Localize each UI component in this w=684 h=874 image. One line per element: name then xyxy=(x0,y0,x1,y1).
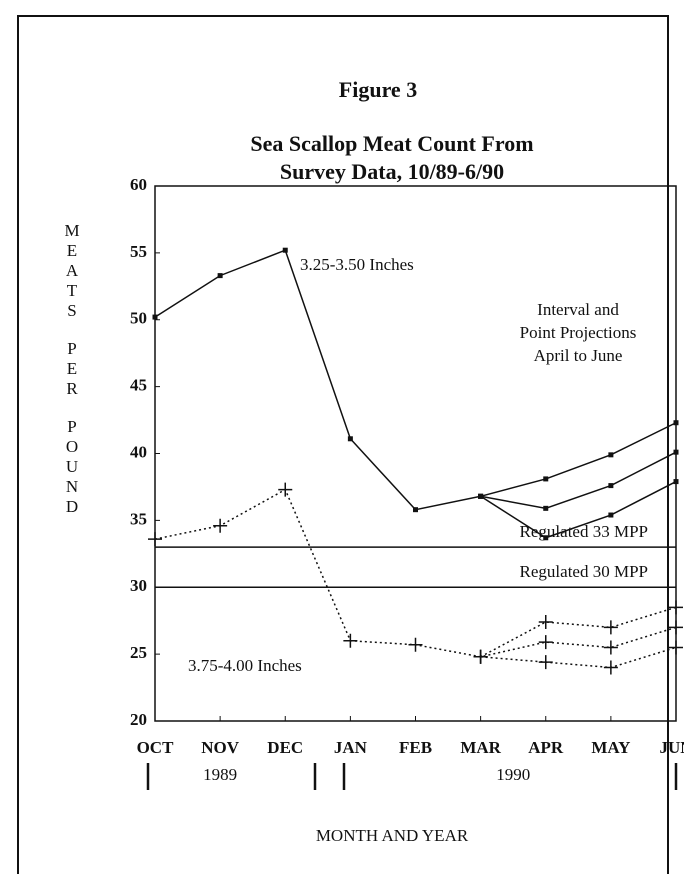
point xyxy=(282,247,288,253)
y-tick-label: 35 xyxy=(130,509,147,528)
point xyxy=(603,660,618,675)
point xyxy=(673,420,679,426)
y-tick-label: 45 xyxy=(130,376,147,395)
point xyxy=(343,633,358,648)
point xyxy=(669,620,683,635)
y-tick-label: 50 xyxy=(130,309,147,328)
point xyxy=(673,479,679,485)
figure-border xyxy=(17,15,669,874)
point xyxy=(608,452,614,458)
point xyxy=(538,615,553,630)
point xyxy=(347,436,353,442)
year-label: 1990 xyxy=(496,765,530,784)
point xyxy=(473,649,488,664)
point xyxy=(669,640,683,655)
point xyxy=(603,640,618,655)
annotation: April to June xyxy=(534,346,623,365)
x-tick-label: DEC xyxy=(267,738,303,757)
point xyxy=(603,620,618,635)
chart-title: Sea Scallop Meat Count From xyxy=(250,131,533,156)
series-label: 3.25-3.50 Inches xyxy=(300,255,414,274)
y-tick-label: 55 xyxy=(130,242,147,261)
x-tick-label: OCT xyxy=(137,738,175,757)
y-tick-label: 60 xyxy=(130,175,147,194)
y-tick-label: 25 xyxy=(130,643,147,662)
annotation: Point Projections xyxy=(520,323,637,342)
year-label: 1989 xyxy=(203,765,237,784)
point xyxy=(278,482,293,497)
point xyxy=(538,635,553,650)
point xyxy=(152,314,158,320)
point xyxy=(669,600,683,615)
point xyxy=(608,512,614,518)
x-tick-label: FEB xyxy=(399,738,432,757)
point xyxy=(413,507,418,513)
series-line xyxy=(154,249,677,511)
y-tick-label: 40 xyxy=(130,442,147,461)
point xyxy=(673,449,679,455)
point xyxy=(543,505,549,511)
point xyxy=(408,637,423,652)
point xyxy=(148,532,162,547)
figure-label: Figure 3 xyxy=(339,77,417,102)
x-tick-label: MAR xyxy=(460,738,501,757)
point xyxy=(543,476,549,482)
series-line xyxy=(480,422,677,498)
x-tick-label: MAY xyxy=(591,738,630,757)
point xyxy=(608,483,614,489)
y-tick-label: 30 xyxy=(130,576,147,595)
x-tick-label: JAN xyxy=(334,738,368,757)
x-tick-label: JUN xyxy=(659,738,684,757)
point xyxy=(213,518,228,533)
series-line xyxy=(480,480,677,539)
point xyxy=(538,655,553,670)
y-tick-label: 20 xyxy=(130,710,147,729)
chart-title: Survey Data, 10/89-6/90 xyxy=(280,159,504,184)
point xyxy=(217,273,223,279)
x-tick-label: NOV xyxy=(201,738,240,757)
annotation: Interval and xyxy=(537,300,619,319)
series-line xyxy=(480,606,677,658)
x-axis-label: MONTH AND YEAR xyxy=(316,826,469,845)
point xyxy=(478,493,484,499)
reference-label: Regulated 30 MPP xyxy=(520,562,648,581)
x-tick-label: APR xyxy=(528,738,564,757)
point xyxy=(543,535,549,541)
series-label: 3.75-4.00 Inches xyxy=(188,656,302,675)
